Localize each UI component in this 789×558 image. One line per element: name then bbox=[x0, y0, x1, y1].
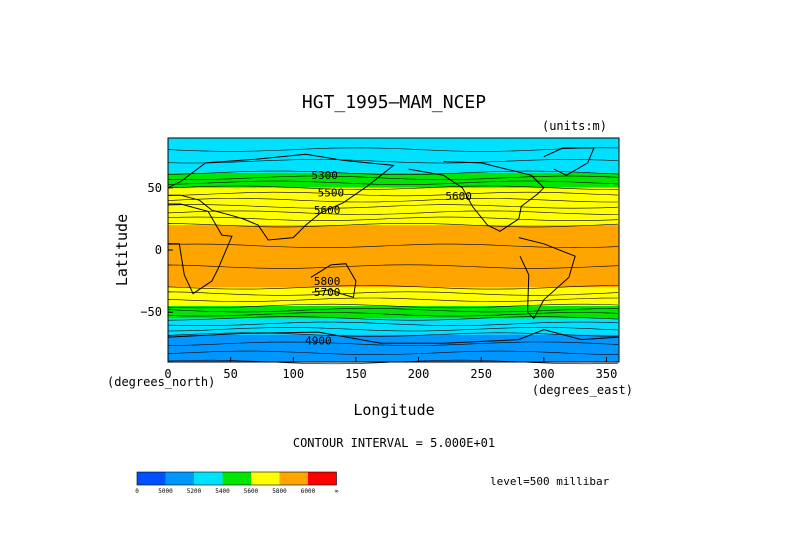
colorbar-swatch bbox=[194, 472, 223, 485]
height-band-6 bbox=[168, 306, 619, 319]
contour-line bbox=[167, 185, 619, 190]
x-tick-label: 0 bbox=[164, 367, 171, 381]
chart-title: HGT_1995—MAM_NCEP bbox=[302, 92, 486, 113]
y-tick-label: 50 bbox=[148, 181, 162, 195]
colorbar-label: 5400 bbox=[215, 488, 230, 495]
x-tick-label: 200 bbox=[408, 367, 430, 381]
colorbar-swatch bbox=[308, 472, 337, 485]
greenland bbox=[543, 147, 595, 176]
x-tick-label: 250 bbox=[470, 367, 492, 381]
contour-line bbox=[167, 216, 619, 222]
colorbar-frame bbox=[136, 471, 337, 486]
contour-line bbox=[167, 191, 619, 197]
plot-area bbox=[167, 138, 619, 365]
height-band-0 bbox=[168, 138, 619, 173]
continent-europe-asia bbox=[167, 153, 395, 241]
height-band-7 bbox=[168, 318, 619, 335]
contour-line bbox=[167, 312, 619, 317]
continent-australia bbox=[310, 263, 357, 298]
contour-line bbox=[167, 285, 619, 290]
contour-line bbox=[167, 147, 619, 152]
height-band-1 bbox=[168, 172, 619, 188]
height-band-4 bbox=[168, 225, 619, 288]
y-tick-label: −50 bbox=[140, 305, 162, 319]
colorbar-swatch bbox=[222, 472, 251, 485]
colorbar-label: 0 bbox=[135, 488, 139, 495]
antarctica bbox=[167, 329, 620, 344]
height-band-3 bbox=[168, 206, 619, 226]
colorbar-label: 5200 bbox=[187, 488, 202, 495]
contour-label: 5700 bbox=[314, 286, 341, 299]
height-band-8 bbox=[168, 334, 619, 362]
level-text: level=500 millibar bbox=[490, 475, 610, 488]
contour-line bbox=[167, 308, 619, 313]
height-band-2 bbox=[168, 187, 619, 207]
x-tick-label: 100 bbox=[282, 367, 304, 381]
colorbar-swatch bbox=[137, 472, 166, 485]
colorbar-swatch bbox=[279, 472, 308, 485]
colorbar-label: 5600 bbox=[244, 488, 259, 495]
continent-south-america bbox=[518, 237, 576, 320]
contour-line bbox=[167, 316, 619, 321]
y-axis-ticks: −50 0 50 bbox=[140, 181, 173, 319]
x-tick-label: 50 bbox=[223, 367, 237, 381]
contour-label: 5300 bbox=[311, 169, 338, 182]
x-tick-label: 350 bbox=[596, 367, 618, 381]
y-unit-note: (degrees_north) bbox=[107, 375, 215, 389]
colorbar-label: 5800 bbox=[272, 488, 287, 495]
x-tick-label: 150 bbox=[345, 367, 367, 381]
colorbar-label: 6000 bbox=[301, 488, 316, 495]
colorbar: 0 5000 5200 5400 5600 5800 6000 ∞ bbox=[135, 471, 339, 495]
contour-label: 5500 bbox=[318, 186, 345, 199]
contour-line bbox=[167, 243, 619, 249]
contour-label: 5600 bbox=[314, 204, 341, 217]
x-axis-ticks: 0 50 100 150 200 250 300 350 bbox=[164, 357, 617, 381]
contour-line bbox=[167, 350, 619, 356]
contour-line bbox=[167, 159, 619, 164]
y-tick-label: 0 bbox=[155, 243, 162, 257]
contour-line bbox=[167, 180, 619, 185]
units-note: (units:m) bbox=[542, 119, 607, 133]
x-unit-note: (degrees_east) bbox=[532, 383, 633, 397]
contour-line bbox=[167, 341, 619, 346]
colorbar-swatch bbox=[165, 472, 194, 485]
contour-line bbox=[167, 210, 619, 215]
colorbar-label: 5000 bbox=[158, 488, 173, 495]
continent-north-america bbox=[408, 161, 545, 232]
height-band-5 bbox=[168, 287, 619, 306]
contour-line bbox=[167, 204, 619, 209]
contour-line bbox=[167, 222, 619, 228]
contour-line bbox=[167, 297, 619, 302]
colorbar-swatch bbox=[251, 472, 280, 485]
contour-line bbox=[167, 332, 619, 337]
contour-line bbox=[167, 170, 619, 175]
contour-line bbox=[167, 264, 619, 269]
contour-line bbox=[167, 198, 618, 203]
contour-line bbox=[167, 321, 619, 326]
contour-label: 5600 bbox=[445, 190, 472, 203]
contour-line bbox=[167, 327, 619, 332]
y-axis-label: Latitude bbox=[113, 214, 131, 286]
colorbar-label: ∞ bbox=[335, 488, 339, 495]
contour-label: 4900 bbox=[305, 335, 332, 348]
contour-line bbox=[167, 175, 619, 180]
x-tick-label: 300 bbox=[533, 367, 555, 381]
contour-line bbox=[167, 291, 619, 296]
x-axis-label: Longitude bbox=[353, 401, 434, 419]
contour-label: 5800 bbox=[314, 275, 341, 288]
contour-interval-text: CONTOUR INTERVAL = 5.000E+01 bbox=[293, 436, 495, 450]
